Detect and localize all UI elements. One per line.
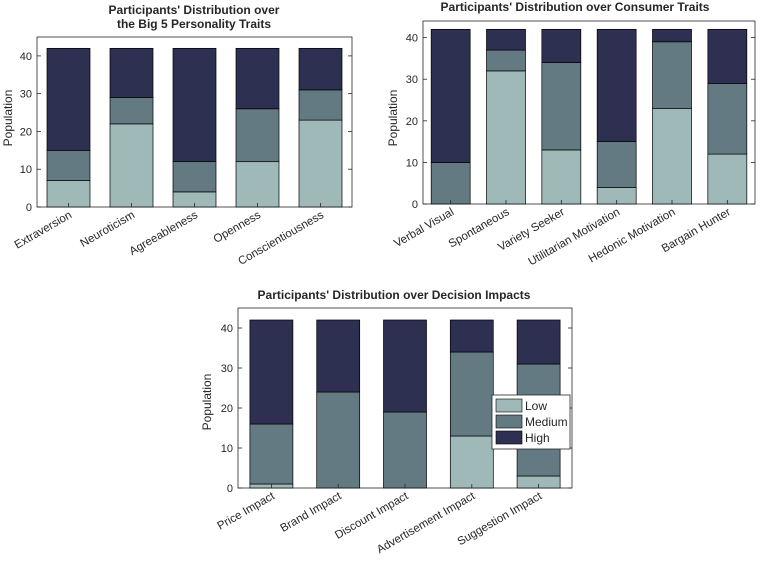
legend-swatch-low bbox=[495, 398, 523, 413]
chart-consumer-bar-high bbox=[596, 28, 637, 142]
chart-decision-bar-medium bbox=[449, 351, 494, 437]
chart-consumer-bar-low bbox=[486, 70, 526, 205]
chart-consumer-bar-medium bbox=[596, 141, 637, 188]
chart-consumer-axes-frame bbox=[422, 20, 756, 205]
chart-consumer-bar-medium bbox=[541, 62, 582, 151]
chart-big5-bar-low bbox=[109, 123, 154, 208]
chart-big5-xtick-label: Openness bbox=[212, 209, 264, 246]
chart-big5-bar-high bbox=[109, 47, 154, 98]
chart-decision-bar-medium bbox=[249, 423, 294, 485]
chart-big5-title-line1: Participants' Distribution over bbox=[109, 3, 280, 17]
chart-consumer-title: Participants' Distribution over Consumer… bbox=[441, 0, 710, 14]
chart-decision-xtick-label: Price Impact bbox=[216, 490, 278, 533]
chart-big5-bar-medium bbox=[235, 108, 280, 163]
chart-big5-bar-low bbox=[235, 161, 280, 208]
chart-consumer-bar-low bbox=[707, 153, 748, 205]
chart-decision-bar-high bbox=[316, 319, 361, 393]
chart-decision-ytick-label: 0 bbox=[227, 483, 233, 495]
chart-consumer-bar-high bbox=[707, 28, 748, 84]
chart-consumer-ytick-label: 0 bbox=[412, 199, 418, 211]
chart-consumer-bar-low bbox=[541, 149, 582, 205]
chart-decision-bar-high bbox=[249, 319, 294, 425]
chart-consumer-bar-high bbox=[541, 28, 582, 63]
chart-decision-ytick-label: 20 bbox=[221, 403, 233, 415]
chart-decision-bar-low bbox=[449, 435, 494, 489]
chart-big5-bar-low bbox=[298, 119, 343, 208]
chart-consumer-ytick-label: 30 bbox=[406, 74, 418, 86]
chart-decision-title: Participants' Distribution over Decision… bbox=[258, 288, 531, 302]
chart-big5-bar-high bbox=[46, 47, 91, 151]
chart-consumer-bar-high bbox=[486, 28, 526, 51]
legend-label-low: Low bbox=[525, 399, 547, 413]
legend-label-medium: Medium bbox=[525, 415, 568, 429]
chart-big5-bar-medium bbox=[46, 149, 91, 181]
chart-decision-bar-medium bbox=[316, 391, 361, 489]
chart-decision-bar-high bbox=[449, 319, 494, 353]
chart-big5-bar-high bbox=[235, 47, 280, 110]
chart-decision-ytick-label: 40 bbox=[221, 323, 233, 335]
chart-consumer-bar-medium bbox=[486, 49, 526, 72]
chart-decision-ylabel: Population bbox=[200, 374, 214, 431]
chart-consumer-bar-medium bbox=[707, 83, 748, 155]
chart-decision-ytick-label: 30 bbox=[221, 363, 233, 375]
chart-big5-bar-low bbox=[46, 180, 91, 208]
chart-big5-bar-medium bbox=[109, 97, 154, 125]
chart-big5-bar-medium bbox=[298, 89, 343, 121]
chart-big5-ytick-label: 30 bbox=[20, 89, 32, 101]
chart-decision-bar-high bbox=[516, 319, 561, 365]
chart-consumer-bar-medium bbox=[652, 41, 692, 109]
chart-consumer-bar-low bbox=[652, 107, 692, 205]
chart-consumer-ytick-label: 20 bbox=[406, 116, 418, 128]
legend-swatch-medium bbox=[495, 414, 523, 429]
chart-big5-ylabel: Population bbox=[1, 90, 15, 147]
chart-consumer-bar-high bbox=[652, 28, 692, 43]
chart-consumer-bar-high bbox=[430, 28, 471, 163]
chart-consumer-ytick-label: 10 bbox=[406, 157, 418, 169]
chart-big5-bar-medium bbox=[172, 161, 217, 193]
chart-consumer-bar-medium bbox=[430, 162, 471, 205]
chart-consumer: Participants' Distribution over Consumer… bbox=[386, 0, 756, 268]
chart-big5-xtick-label: Neuroticism bbox=[78, 209, 137, 250]
chart-big5-bar-high bbox=[172, 47, 217, 163]
chart-consumer-xtick-label: Utilitarian Motivation bbox=[526, 206, 622, 268]
chart-consumer-ytick-label: 40 bbox=[406, 33, 418, 45]
chart-big5-ytick-label: 20 bbox=[20, 126, 32, 138]
chart-big5-xtick-label: Agreeableness bbox=[128, 209, 201, 258]
legend: Low Medium High bbox=[491, 394, 571, 450]
chart-decision-bar-high bbox=[383, 319, 427, 413]
chart-decision-ytick-label: 10 bbox=[221, 443, 233, 455]
legend-swatch-high bbox=[495, 430, 523, 445]
chart-big5-title-line2: the Big 5 Personality Traits bbox=[117, 17, 271, 31]
chart-consumer-ylabel: Population bbox=[386, 90, 400, 147]
chart-big5-ytick-label: 0 bbox=[26, 202, 32, 214]
chart-big5-ytick-label: 40 bbox=[20, 51, 32, 63]
chart-big5-bar-high bbox=[298, 47, 343, 91]
chart-consumer-xtick-label: Verbal Visual bbox=[392, 206, 456, 250]
chart-big5-xtick-label: Extraversion bbox=[13, 209, 74, 251]
chart-big5: Participants' Distribution over the Big … bbox=[1, 3, 353, 268]
legend-label-high: High bbox=[525, 431, 550, 445]
chart-decision-bar-medium bbox=[383, 411, 427, 489]
chart-big5-ytick-label: 10 bbox=[20, 164, 32, 176]
chart-decision-xtick-label: Brand Impact bbox=[278, 490, 344, 535]
